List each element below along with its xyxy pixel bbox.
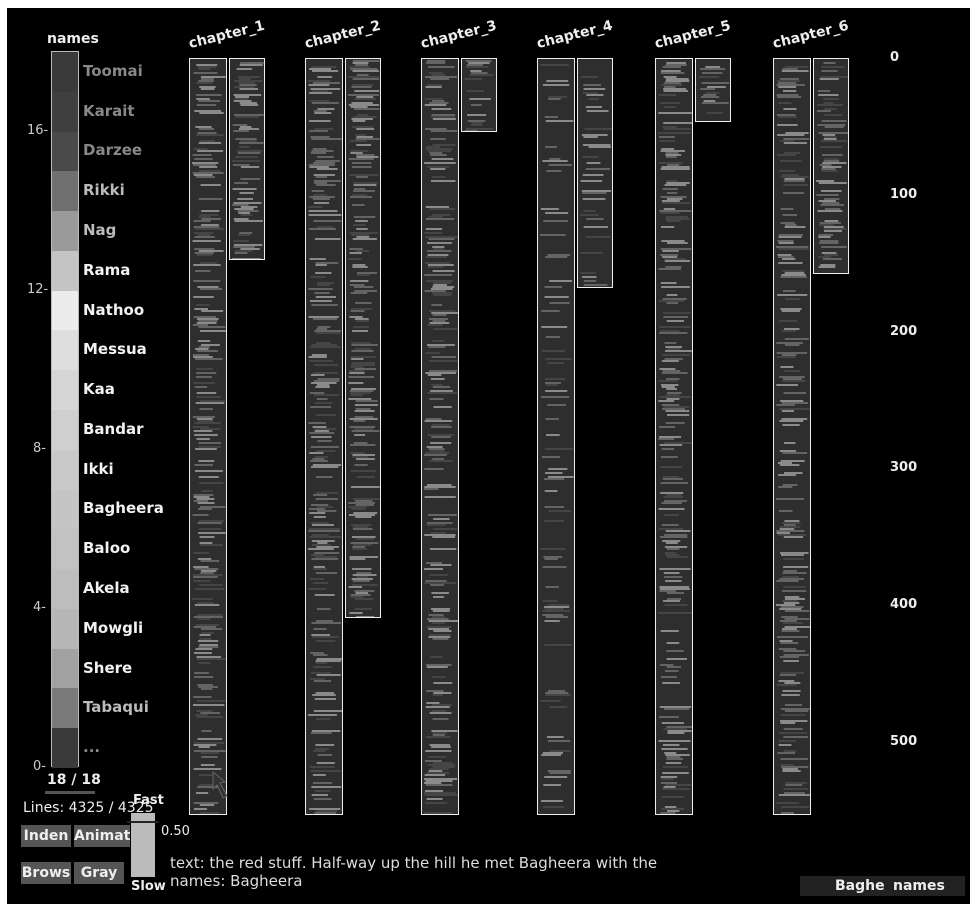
- legend-tick-label: 12-: [27, 281, 49, 297]
- chapter-column-main[interactable]: [537, 58, 575, 815]
- status-right: names: [893, 878, 945, 894]
- legend-swatch[interactable]: [52, 529, 78, 570]
- chapter-column-overflow[interactable]: [813, 58, 849, 274]
- mouse-pointer-icon: [212, 770, 228, 799]
- chapter-column-overflow[interactable]: [345, 58, 381, 618]
- legend-swatch[interactable]: [52, 728, 78, 769]
- chapter-title[interactable]: chapter_6: [771, 17, 851, 52]
- y-tick-label: 500: [890, 734, 918, 749]
- column-texture: [308, 66, 342, 814]
- chapter-column-main[interactable]: [773, 58, 811, 815]
- legend-swatch[interactable]: [52, 290, 78, 331]
- column-texture: [658, 62, 692, 814]
- visualization-window: names Toomai Karait Darzee Rikki Nag Rama Nath…: [7, 8, 970, 904]
- column-texture: [580, 76, 612, 286]
- speed-slider-handle[interactable]: [127, 821, 159, 823]
- y-tick-label: 0: [890, 50, 900, 65]
- legend-swatch[interactable]: [52, 91, 78, 133]
- column-texture: [192, 64, 226, 814]
- lines-count: Lines: 4325 / 4325: [23, 800, 154, 816]
- legend-label[interactable]: Mowgli: [83, 618, 144, 637]
- chapter-column-overflow[interactable]: [577, 58, 613, 288]
- speed-slider[interactable]: [131, 813, 155, 877]
- column-texture: [232, 62, 264, 259]
- column-texture: [540, 64, 574, 808]
- column-texture: [424, 60, 458, 814]
- gray-button[interactable]: Gray: [74, 862, 124, 884]
- speed-value: 0.50: [161, 824, 190, 839]
- legend-label[interactable]: Tabaqui: [83, 698, 149, 717]
- legend-swatch[interactable]: [52, 52, 78, 93]
- y-tick-label: 200: [890, 323, 918, 339]
- legend-label[interactable]: Bandar: [83, 419, 144, 438]
- legend-scrollbar[interactable]: [45, 791, 95, 794]
- legend-swatch[interactable]: [52, 608, 78, 650]
- legend-swatch[interactable]: [52, 250, 78, 292]
- chapter-column-main[interactable]: [655, 58, 693, 815]
- y-tick-label: 300: [890, 460, 918, 476]
- column-texture: [816, 62, 848, 268]
- legend-tick-label: 8-: [33, 440, 46, 456]
- legend-swatch[interactable]: [52, 688, 78, 729]
- legend-label[interactable]: Nag: [83, 221, 117, 239]
- legend-label[interactable]: Nathoo: [83, 300, 145, 319]
- legend-swatch[interactable]: [52, 211, 78, 252]
- legend-label[interactable]: Messua: [83, 340, 147, 359]
- chapter-title[interactable]: chapter_5: [653, 17, 733, 52]
- chapter-column-overflow[interactable]: [695, 58, 731, 122]
- legend-swatch[interactable]: [52, 489, 78, 530]
- animat-button[interactable]: Animat: [74, 825, 130, 847]
- chapter-column-main[interactable]: [189, 58, 227, 815]
- legend-swatch[interactable]: [52, 569, 78, 610]
- chapter-column-overflow[interactable]: [461, 58, 497, 132]
- chapter-title[interactable]: chapter_4: [535, 17, 615, 52]
- legend-color-scale[interactable]: [51, 51, 79, 769]
- y-tick-label: 400: [890, 597, 918, 613]
- legend-count: 18 / 18: [47, 772, 101, 788]
- legend-swatch[interactable]: [52, 370, 78, 411]
- legend-tick-label: 0-: [33, 759, 46, 774]
- column-texture: [698, 66, 730, 114]
- legend-title: names: [47, 31, 99, 47]
- chapter-column-overflow[interactable]: [229, 58, 265, 260]
- legend-swatch[interactable]: [52, 410, 78, 451]
- status-box: [800, 876, 965, 896]
- legend-label[interactable]: Baloo: [83, 539, 131, 558]
- legend-label[interactable]: Rama: [83, 260, 131, 279]
- inden-button[interactable]: Inden: [21, 825, 71, 847]
- legend-swatch[interactable]: [52, 131, 78, 172]
- column-texture: [464, 60, 494, 131]
- legend-label[interactable]: Bagheera: [83, 499, 164, 518]
- legend-label[interactable]: Ikki: [83, 459, 114, 478]
- column-texture: [776, 66, 810, 814]
- chapter-title[interactable]: chapter_3: [419, 17, 499, 52]
- legend-tick-label: 4-: [33, 599, 46, 615]
- brows-button[interactable]: Brows: [21, 862, 71, 884]
- legend-label[interactable]: Akela: [83, 579, 130, 597]
- legend-swatch[interactable]: [52, 171, 78, 212]
- chapter-title[interactable]: chapter_2: [303, 17, 383, 52]
- speed-slow-label: Slow: [131, 879, 166, 894]
- legend-label[interactable]: Karait: [83, 101, 135, 120]
- column-texture: [348, 60, 380, 617]
- chapter-column-main[interactable]: [305, 58, 343, 815]
- legend-swatch[interactable]: [52, 449, 78, 491]
- legend-label[interactable]: Kaa: [83, 380, 115, 399]
- legend-label[interactable]: Rikki: [83, 181, 125, 200]
- legend-tick-label: 16-: [27, 122, 49, 138]
- y-tick-label: 100: [890, 186, 918, 202]
- chapter-column-main[interactable]: [421, 58, 459, 815]
- legend-label[interactable]: ...: [83, 738, 101, 757]
- status-left: Baghe: [835, 878, 885, 894]
- speed-fast-label: Fast: [133, 793, 164, 808]
- footer-text: text: the red stuff. Half-way up the hil…: [170, 854, 658, 872]
- legend-swatch[interactable]: [52, 330, 78, 371]
- legend-label[interactable]: Shere: [83, 658, 133, 677]
- legend-swatch[interactable]: [52, 648, 78, 689]
- legend-label[interactable]: Toomai: [83, 61, 143, 80]
- legend-label[interactable]: Darzee: [83, 141, 143, 160]
- footer-names: names: Bagheera: [170, 872, 303, 890]
- chapter-title[interactable]: chapter_1: [187, 17, 267, 52]
